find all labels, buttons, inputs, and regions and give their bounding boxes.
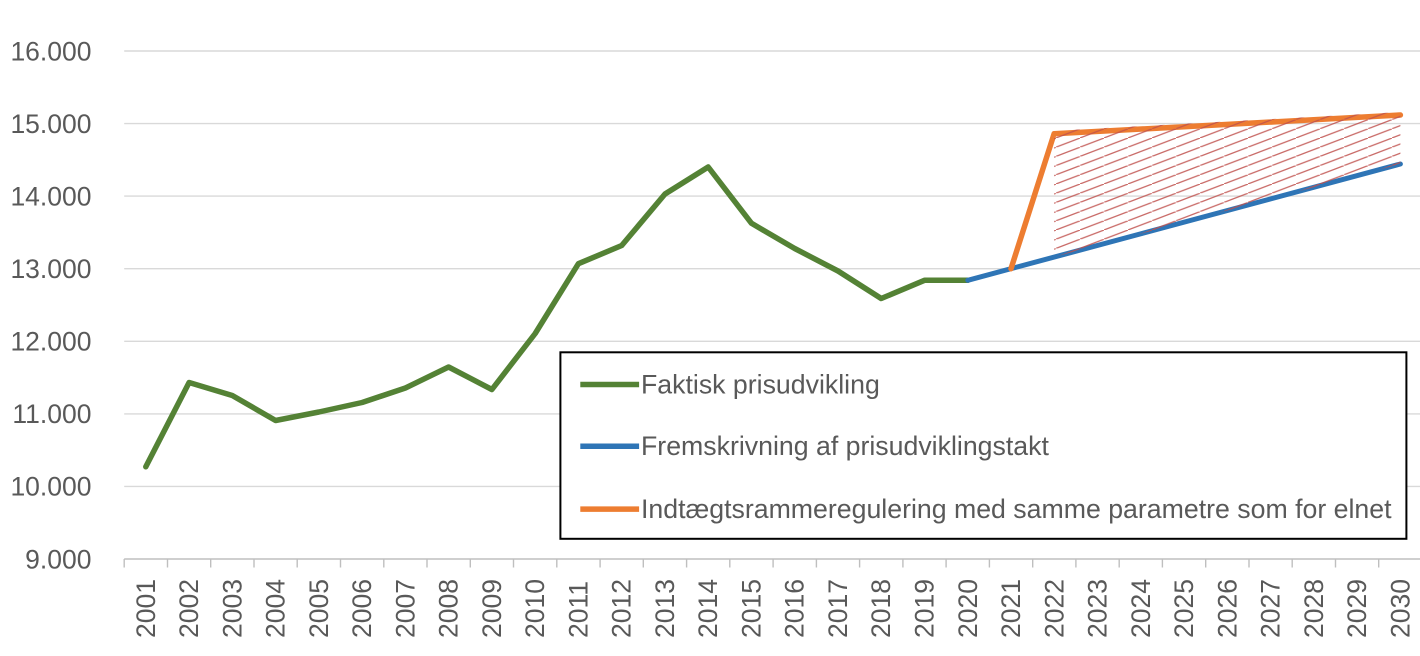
svg-text:2018: 2018 <box>866 579 896 638</box>
svg-text:2006: 2006 <box>347 579 377 638</box>
svg-text:2027: 2027 <box>1256 579 1286 638</box>
svg-text:2024: 2024 <box>1126 579 1156 638</box>
svg-text:2029: 2029 <box>1342 579 1372 638</box>
svg-text:2010: 2010 <box>520 579 550 638</box>
svg-text:2005: 2005 <box>304 579 334 638</box>
svg-text:2002: 2002 <box>174 579 204 638</box>
svg-text:2019: 2019 <box>910 579 940 638</box>
svg-text:10.000: 10.000 <box>10 472 91 502</box>
svg-text:Indtægtsrammeregulering med sa: Indtægtsrammeregulering med samme parame… <box>641 494 1392 524</box>
svg-text:Fremskrivning af prisudvikling: Fremskrivning af prisudviklingstakt <box>641 431 1049 461</box>
svg-text:2003: 2003 <box>217 579 247 638</box>
svg-text:2022: 2022 <box>1039 579 1069 638</box>
svg-text:2015: 2015 <box>737 579 767 638</box>
svg-text:2007: 2007 <box>390 579 420 638</box>
svg-text:2026: 2026 <box>1212 579 1242 638</box>
svg-text:2020: 2020 <box>953 579 983 638</box>
svg-text:2012: 2012 <box>607 579 637 638</box>
svg-text:2028: 2028 <box>1299 579 1329 638</box>
svg-text:2004: 2004 <box>261 579 291 638</box>
svg-text:14.000: 14.000 <box>10 181 91 211</box>
svg-text:2001: 2001 <box>131 579 161 638</box>
svg-text:2023: 2023 <box>1083 579 1113 638</box>
svg-text:2025: 2025 <box>1169 579 1199 638</box>
svg-text:13.000: 13.000 <box>10 254 91 284</box>
svg-text:2008: 2008 <box>434 579 464 638</box>
svg-text:12.000: 12.000 <box>10 327 91 357</box>
svg-text:2017: 2017 <box>823 579 853 638</box>
svg-text:2021: 2021 <box>996 579 1026 638</box>
svg-text:2013: 2013 <box>650 579 680 638</box>
svg-text:2030: 2030 <box>1385 579 1415 638</box>
svg-text:16.000: 16.000 <box>10 36 91 66</box>
svg-text:2016: 2016 <box>780 579 810 638</box>
svg-text:2009: 2009 <box>477 579 507 638</box>
svg-text:2014: 2014 <box>693 579 723 638</box>
svg-text:Faktisk prisudvikling: Faktisk prisudvikling <box>641 370 880 400</box>
svg-text:2011: 2011 <box>563 581 593 638</box>
svg-text:11.000: 11.000 <box>12 399 91 429</box>
svg-text:15.000: 15.000 <box>10 109 91 139</box>
svg-text:9.000: 9.000 <box>25 544 91 574</box>
